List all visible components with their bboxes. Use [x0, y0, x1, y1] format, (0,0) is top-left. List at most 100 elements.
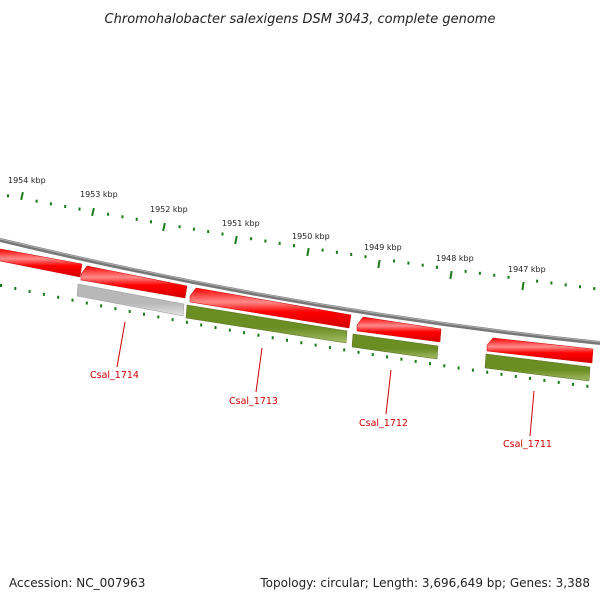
minor-tick — [350, 253, 353, 257]
minor-tick — [386, 355, 389, 359]
tick-group-1949: 1949 kbp — [364, 243, 402, 269]
genome-summary-text: Topology: circular; Length: 3,696,649 bp… — [259, 576, 590, 590]
minor-tick — [185, 320, 188, 324]
minor-tick — [128, 309, 131, 313]
gene-label-1713: Csal_1713 — [229, 396, 278, 407]
kbp-label-1949: 1949 kbp — [364, 243, 402, 252]
minor-tick — [293, 244, 295, 248]
accession-text: Accession: NC_007963 — [9, 576, 145, 590]
minor-tick — [107, 212, 110, 216]
minor-tick — [7, 194, 9, 198]
kbp-label-1954: 1954 kbp — [8, 176, 46, 185]
minor-tick — [271, 336, 274, 340]
minor-tick — [371, 353, 374, 357]
kbp-label-1952: 1952 kbp — [150, 205, 188, 214]
minor-tick — [49, 202, 52, 206]
minor-tick — [335, 250, 338, 254]
gene-label-1714: Csal_1714 — [90, 370, 139, 381]
kbp-label-1947: 1947 kbp — [508, 265, 546, 274]
minor-tick — [14, 286, 17, 290]
minor-tick — [514, 374, 517, 378]
reverse-gene-1711 — [484, 353, 591, 382]
forward-gene-1711 — [486, 337, 594, 364]
minor-tick — [257, 333, 260, 337]
minor-tick — [457, 366, 460, 370]
minor-tick — [150, 220, 152, 224]
minor-tick — [250, 237, 253, 241]
minor-tick — [536, 279, 539, 283]
minor-tick — [121, 215, 124, 219]
minor-tick — [78, 207, 81, 211]
kbp-label-1953: 1953 kbp — [80, 190, 118, 199]
major-tick — [91, 207, 95, 217]
inner-tick-track — [0, 284, 589, 388]
minor-tick — [228, 328, 231, 332]
minor-tick — [486, 370, 489, 374]
minor-tick — [192, 227, 195, 231]
minor-tick — [471, 368, 474, 372]
pseudo-gene-1714 — [76, 283, 185, 317]
minor-tick — [572, 382, 574, 386]
major-tick — [377, 259, 381, 269]
callout-line-1711 — [529, 390, 535, 437]
genome-backbone — [0, 238, 600, 345]
minor-tick — [178, 225, 181, 229]
tick-group-1953: 1953 kbp — [80, 190, 118, 217]
kbp-label-1948: 1948 kbp — [436, 254, 474, 263]
minor-tick — [314, 343, 317, 347]
callout-line-1712 — [385, 369, 392, 415]
forward-gene-1714 — [80, 265, 188, 299]
tick-group-1951: 1951 kbp — [222, 219, 260, 245]
major-tick — [521, 281, 525, 291]
minor-tick — [114, 307, 117, 311]
reverse-gene-1713 — [185, 304, 348, 344]
tick-group-1947: 1947 kbp — [508, 265, 546, 291]
callout-line-1714 — [116, 321, 126, 368]
gene-label-1711: Csal_1711 — [503, 439, 552, 450]
minor-tick — [0, 284, 2, 287]
minor-tick — [200, 323, 203, 327]
minor-tick — [550, 281, 553, 285]
major-tick — [449, 270, 453, 280]
minor-tick — [593, 287, 596, 291]
minor-tick — [543, 378, 546, 382]
kbp-label-1951: 1951 kbp — [222, 219, 260, 228]
outer-minor-ticks — [7, 194, 596, 291]
callout-line-1713 — [255, 347, 263, 393]
minor-tick — [157, 315, 160, 319]
minor-tick — [328, 346, 331, 350]
forward-gene-1712 — [356, 316, 442, 343]
minor-tick — [393, 259, 396, 263]
minor-tick — [214, 326, 217, 330]
minor-tick — [357, 350, 360, 354]
map-title: Chromohalobacter salexigens DSM 3043, co… — [105, 12, 496, 27]
minor-tick — [364, 255, 367, 259]
forward-strand-genes — [0, 248, 594, 364]
gene-callouts: Csal_1714 Csal_1713 Csal_1712 Csal_1711 — [90, 321, 552, 450]
minor-tick — [343, 348, 346, 352]
minor-tick — [493, 273, 496, 277]
outer-tick-track: 1954 kbp 1953 kbp 1952 kbp 1951 kbp 1950… — [7, 176, 596, 291]
major-tick — [20, 191, 24, 201]
reverse-strand-genes — [76, 283, 591, 382]
minor-tick — [436, 265, 438, 269]
minor-tick — [57, 295, 60, 299]
minor-tick — [286, 338, 288, 342]
minor-tick — [500, 372, 503, 376]
minor-tick — [407, 261, 410, 265]
minor-tick — [71, 298, 74, 302]
minor-tick — [321, 248, 324, 252]
minor-tick — [478, 271, 481, 275]
minor-tick — [100, 304, 103, 308]
minor-tick — [278, 241, 281, 245]
minor-tick — [400, 357, 403, 361]
genome-backbone-highlight — [0, 238, 600, 343]
major-tick — [162, 222, 166, 232]
forward-gene-1715 — [0, 248, 83, 278]
minor-tick — [221, 232, 224, 236]
minor-tick — [564, 283, 567, 287]
minor-tick — [429, 362, 431, 366]
kbp-label-1950: 1950 kbp — [292, 232, 330, 241]
minor-tick — [85, 301, 88, 305]
